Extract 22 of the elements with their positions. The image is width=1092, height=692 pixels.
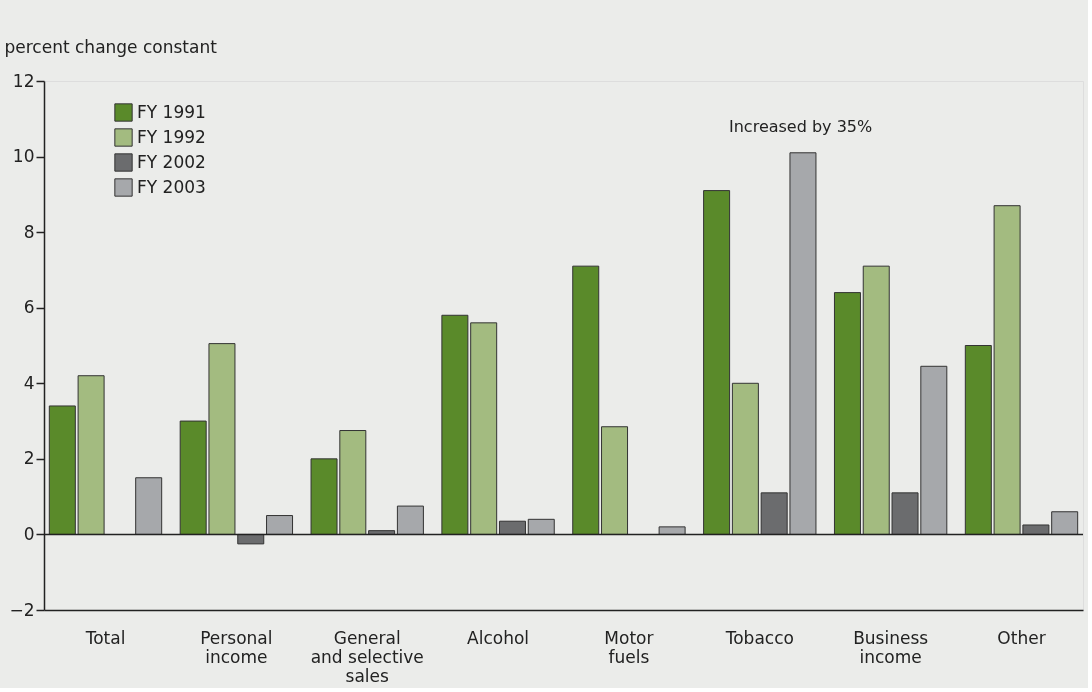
- annotation: Increased by 35%: [729, 117, 873, 136]
- legend-label: FY 2002: [137, 151, 206, 172]
- x-tick-label: Total: [84, 627, 126, 648]
- legend-label: FY 2003: [137, 176, 206, 197]
- y-tick-label: −2: [9, 599, 35, 620]
- y-tick-label: 12: [12, 70, 35, 91]
- legend-label: FY 1991: [137, 101, 206, 122]
- x-tick-label: General and selective sales: [310, 627, 424, 686]
- x-tick-label: Tobacco: [724, 627, 794, 648]
- x-tick-label: Business income: [853, 627, 929, 667]
- y-tick-label: 2: [23, 448, 35, 469]
- legend-label: FY 1992: [137, 126, 206, 147]
- y-tick-label: 4: [23, 372, 35, 393]
- y-tick-label: 10: [12, 146, 35, 167]
- x-tick-label: Personal income: [200, 627, 273, 667]
- x-tick-label: Alcohol: [467, 627, 530, 648]
- y-tick-label: 8: [23, 221, 35, 242]
- y-tick-label: 0: [23, 523, 35, 544]
- y-axis-title: percent change constant: [4, 36, 218, 57]
- x-tick-label: Other: [997, 627, 1046, 648]
- x-tick-label: Motor fuels: [604, 627, 654, 667]
- y-tick-label: 6: [23, 297, 35, 318]
